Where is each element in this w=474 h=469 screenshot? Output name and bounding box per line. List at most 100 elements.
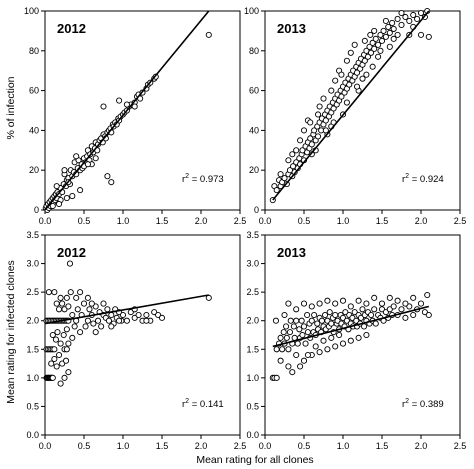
panel-bottom-right-point (283, 323, 290, 330)
panel-bottom-right-point (304, 311, 311, 319)
panel-top-right-point (308, 141, 315, 148)
panel-top-right-point (389, 19, 396, 26)
panel-bottom-right-point (311, 311, 318, 319)
panel-bottom-left: 0.0 0.5 1.0 1.5 2.0 2.5 0.0 0.5 1.0 1.5 2.0 2.5 3.0 3… (26, 230, 246, 451)
panel-bottom-left-point (57, 380, 64, 387)
panel-bottom-right-r-squared: r2 = 0.389 (402, 398, 444, 410)
panel-bottom-left-point (51, 289, 58, 296)
panel-top-left-ytick-label: 40 (29, 125, 39, 135)
panel-bottom-left-point (94, 317, 102, 324)
panel-bottom-right-point (328, 320, 335, 327)
panel-bottom-left-point (119, 311, 127, 319)
panel-bottom-right-point (339, 297, 347, 304)
panel-bottom-right-point (425, 311, 432, 319)
panel-top-right-point (343, 99, 350, 106)
panel-bottom-right-xtick-label: 0.0 (259, 441, 272, 451)
panel-bottom-left-xtick-label: 2.0 (195, 441, 208, 451)
panel-bottom-left-xtick-label: 1.0 (117, 441, 130, 451)
panel-bottom-right-point (279, 346, 286, 353)
panel-top-right-point (377, 31, 384, 38)
panel-bottom-left-ytick-label: 3.0 (26, 259, 39, 269)
panel-bottom-right-point (361, 323, 368, 330)
panel-bottom-left-point (92, 329, 99, 336)
panel-bottom-left-point (55, 351, 63, 359)
panel-bottom-right-xtick-label: 2.0 (415, 441, 428, 451)
panel-top-right-point (375, 53, 382, 60)
panel-top-right-point (390, 25, 397, 32)
panel-bottom-right-point (285, 346, 292, 353)
panel-bottom-left-point (123, 317, 130, 324)
panel-bottom-right-point (410, 311, 417, 319)
panel-top-right-point (398, 9, 405, 17)
panel-top-right-point (328, 87, 335, 94)
panel-bottom-left-point (88, 300, 95, 307)
panel-top-left-r-squared: r2 = 0.973 (182, 173, 224, 185)
panel-bottom-left-point (61, 374, 68, 381)
panel-top-right: 0.0 0.5 1.0 1.5 2.0 2.5 0 20 40 60 80 100 2013 r2 = 0… (244, 6, 466, 226)
panel-bottom-left-point (63, 346, 70, 353)
panel-bottom-left-point (51, 355, 58, 363)
panel-top-left-point (104, 173, 111, 180)
panel-top-right-point (414, 15, 421, 23)
panel-top-right-point (386, 43, 393, 50)
panel-bottom-right-point (410, 294, 417, 301)
panel-bottom-right-point (336, 331, 343, 339)
panel-bottom-left-point (63, 326, 70, 333)
panel-bottom-left-point (48, 360, 55, 367)
panel-bottom-right-point (378, 300, 386, 307)
panel-top-right-point (369, 63, 376, 70)
panel-bottom-left-point (65, 340, 72, 347)
panel-top-left-xtick-label: 1.0 (117, 216, 130, 226)
panel-top-right-title: 2013 (277, 21, 306, 36)
panel-bottom-right-point (300, 357, 308, 364)
panel-bottom-right-point (273, 346, 280, 353)
panel-bottom-right-point (299, 331, 306, 339)
panel-bottom-left-point (59, 300, 66, 307)
panel-bottom-left-ytick-label: 0.5 (26, 401, 39, 411)
panel-bottom-left-point (84, 317, 91, 324)
panel-top-right-ytick-label: 80 (249, 46, 259, 56)
panel-bottom-right-point (390, 303, 397, 310)
panel-bottom-right-point (304, 329, 311, 336)
panel-bottom-left-point (98, 323, 105, 330)
panel-bottom-left-ytick-label: 0.0 (26, 430, 39, 440)
panel-top-left-point (53, 183, 60, 190)
panel-bottom-left-point (54, 329, 61, 336)
panel-top-left-point (123, 101, 130, 108)
panel-bottom-right-point (363, 300, 370, 307)
panel-top-right-point (281, 175, 288, 182)
panel-top-right-point (314, 133, 322, 140)
panel-bottom-left-ytick-label: 1.0 (26, 373, 39, 383)
panel-bottom-left-title: 2012 (57, 245, 86, 260)
panel-top-right-point (289, 151, 296, 158)
panel-bottom-right-point (298, 317, 305, 324)
panel-bottom-right-ytick-label: 2.0 (246, 316, 259, 326)
panel-bottom-left-point (45, 289, 52, 296)
panel-top-right-fit-line (272, 10, 430, 201)
panel-bottom-right-point (285, 363, 292, 370)
panel-bottom-right-point (316, 300, 323, 307)
panel-bottom-left-point (143, 317, 150, 324)
panel-top-left-point (73, 153, 80, 160)
panel-bottom-left-point (55, 306, 63, 313)
panel-bottom-right-xtick-label: 1.5 (376, 441, 389, 451)
panel-bottom-right-point (312, 343, 319, 350)
panel-bottom-right-ytick-label: 0.0 (246, 430, 259, 440)
panel-top-right-point (398, 21, 405, 28)
panel-top-right-point (363, 71, 370, 78)
panel-bottom-left-point (143, 311, 150, 319)
panel-bottom-right-point (297, 363, 304, 370)
panel-top-right-xtick-label: 0.0 (259, 216, 272, 226)
panel-bottom-right-point (283, 334, 290, 341)
panel-bottom-left-point (49, 374, 56, 381)
panel-bottom-left-ytick-label: 2.5 (26, 287, 39, 297)
panel-top-right-point (322, 127, 329, 134)
panel-bottom-left-point (104, 306, 111, 313)
panel-bottom-left-point (63, 294, 70, 301)
panel-top-right-frame (264, 10, 461, 211)
panel-bottom-right-point (320, 337, 327, 344)
panel-top-right-xtick-label: 0.5 (298, 216, 311, 226)
panel-top-right-point (371, 27, 378, 34)
panel-top-left-point (77, 187, 84, 194)
panel-bottom-left-point (158, 314, 166, 321)
